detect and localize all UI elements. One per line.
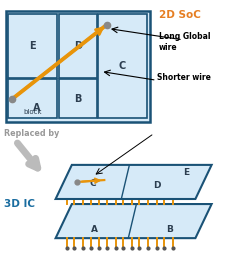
Text: E: E [183,168,189,178]
Text: C: C [90,179,96,188]
Text: Shorter wire: Shorter wire [156,73,210,82]
Bar [6,11,150,122]
Text: B: B [74,93,82,104]
Text: Long Global
wire: Long Global wire [158,32,210,52]
Text: 3D IC: 3D IC [4,199,35,209]
Text: Replaced by: Replaced by [4,129,60,138]
Polygon shape [56,165,211,199]
Bar [8,14,57,78]
Polygon shape [56,204,211,238]
Text: D: D [74,41,82,51]
Bar [8,79,57,118]
Text: C: C [118,61,126,71]
Bar [59,79,96,118]
Text: block: block [24,109,42,115]
Text: B: B [165,225,172,234]
Text: A: A [32,103,40,113]
Bar [59,14,96,78]
Text: E: E [29,41,36,51]
Text: A: A [90,225,98,234]
Bar [98,14,146,118]
Text: D: D [152,181,160,190]
Text: 2D SoC: 2D SoC [158,10,200,20]
